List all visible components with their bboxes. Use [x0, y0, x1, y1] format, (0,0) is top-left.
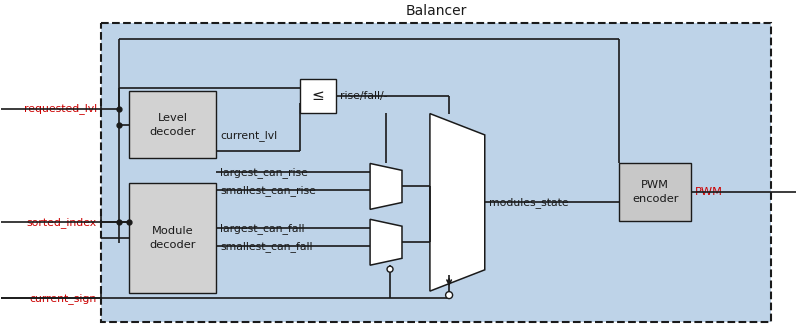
Text: Balancer: Balancer	[405, 4, 466, 18]
Text: rise/fall/-: rise/fall/-	[340, 91, 387, 101]
Circle shape	[387, 266, 393, 272]
Text: smallest_can_fall: smallest_can_fall	[221, 241, 313, 252]
Text: PWM: PWM	[642, 180, 669, 190]
Text: modules_state: modules_state	[489, 197, 568, 208]
Text: decoder: decoder	[149, 240, 196, 250]
Text: sorted_index: sorted_index	[26, 217, 96, 228]
Text: current_lvl: current_lvl	[221, 130, 277, 141]
Circle shape	[446, 292, 453, 299]
Polygon shape	[370, 219, 402, 265]
FancyBboxPatch shape	[129, 91, 217, 158]
Text: largest_can_fall: largest_can_fall	[221, 223, 305, 234]
FancyBboxPatch shape	[129, 183, 217, 293]
FancyBboxPatch shape	[619, 163, 691, 221]
FancyBboxPatch shape	[100, 23, 771, 322]
Text: largest_can_rise: largest_can_rise	[221, 167, 308, 178]
Text: smallest_can_rise: smallest_can_rise	[221, 185, 316, 196]
FancyBboxPatch shape	[300, 79, 336, 113]
Text: requested_lvl: requested_lvl	[24, 103, 96, 114]
Text: PWM: PWM	[695, 187, 723, 197]
Polygon shape	[430, 114, 485, 291]
Text: Module: Module	[151, 226, 194, 236]
Text: encoder: encoder	[632, 194, 678, 204]
Text: current_sign: current_sign	[29, 293, 96, 304]
Text: ≤: ≤	[312, 88, 324, 103]
Text: decoder: decoder	[149, 127, 196, 137]
Text: Level: Level	[158, 113, 187, 123]
Polygon shape	[370, 163, 402, 209]
